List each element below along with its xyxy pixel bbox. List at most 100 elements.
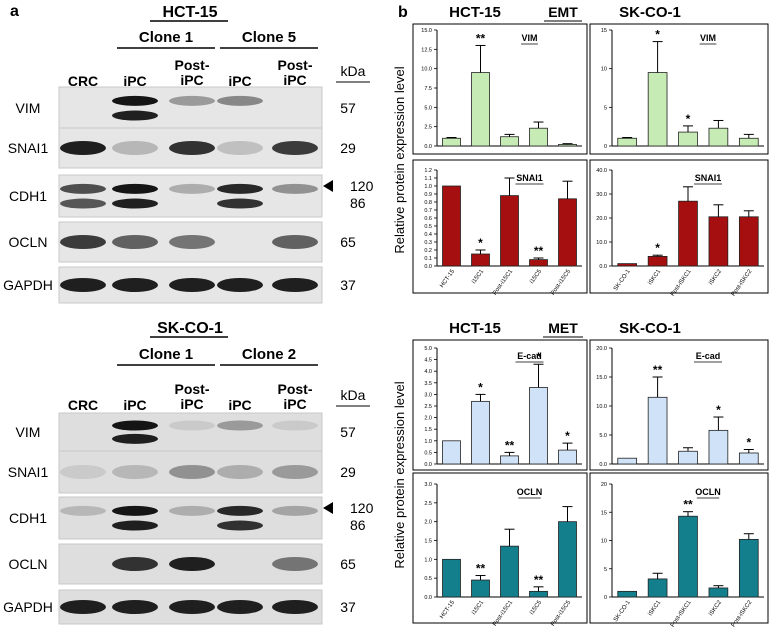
chart-frame [412, 23, 588, 155]
significance-label: * [655, 28, 660, 42]
lane-label: iPC [228, 397, 251, 413]
bar [647, 72, 668, 147]
chart-title: OCLN [695, 487, 721, 497]
protein-label: VIM [16, 100, 41, 116]
chart-frame [412, 339, 588, 471]
blot-band [112, 420, 158, 431]
section-emt: EMT [548, 4, 578, 20]
blot-title: HCT-15 [162, 4, 217, 21]
bar [678, 515, 698, 598]
blot-band [272, 278, 318, 292]
blot-row-vim: VIM 57 [16, 86, 356, 130]
y-tick-label: 0.2 [424, 248, 432, 254]
bar [500, 136, 519, 147]
bar [708, 587, 729, 598]
lane-label: Post- [278, 57, 313, 73]
panel-a-letter: a [10, 3, 19, 20]
y-tick-label: 30.0 [596, 192, 607, 198]
blot-band-lower [112, 433, 158, 444]
protein-label: CDH1 [9, 188, 47, 204]
chart-title: SNAI1 [516, 173, 543, 183]
y-tick-label: 3.0 [424, 482, 432, 488]
y-tick-label: 0 [604, 144, 607, 150]
kda-value: 86 [350, 195, 366, 211]
y-tick-label: 10.0 [596, 404, 607, 410]
lane-label: iPC [283, 396, 306, 412]
y-tick-label: 3.0 [424, 392, 432, 398]
blot-band [112, 141, 158, 155]
blot-band [217, 141, 263, 155]
y-tick-label: 1.0 [424, 439, 432, 445]
y-tick-label: 1.2 [424, 168, 432, 174]
blot-band [169, 465, 215, 479]
bar [738, 538, 759, 598]
significance-label: ** [534, 573, 544, 587]
significance-label: ** [505, 438, 515, 452]
lane-label: iPC [180, 396, 203, 412]
y-tick-label: 15 [601, 28, 607, 34]
blot-band [112, 505, 158, 516]
bar [558, 144, 577, 147]
blot-row-gapdh: GAPDH 37 [3, 589, 356, 625]
blot-band [272, 465, 318, 479]
significance-label: * [478, 236, 483, 250]
chart-e-cad-hct-15: 0.00.51.01.52.02.53.03.54.04.55.0*****E-… [412, 339, 588, 471]
clone-label: Clone 1 [139, 346, 193, 363]
blot-band [60, 600, 106, 614]
blot-band [60, 141, 106, 155]
y-tick-label: 1.0 [424, 184, 432, 190]
kda-value: 120 [350, 500, 374, 516]
blot-band-lower [112, 110, 158, 121]
kda-value: 29 [340, 140, 356, 156]
y-tick-label: 0.0 [424, 462, 432, 468]
blot-band [169, 557, 215, 571]
y-tick-label: 15.0 [596, 375, 607, 381]
protein-label: GAPDH [3, 277, 53, 293]
blot-strip [58, 496, 323, 540]
col-title-bottom: HCT-15 [449, 320, 501, 337]
blot-band-lower [112, 520, 158, 531]
chart-title: VIM [521, 33, 537, 43]
blot-band [60, 465, 106, 479]
y-tick-label: 10.0 [421, 67, 432, 73]
y-tick-label: 5.0 [424, 346, 432, 352]
y-tick-label: 2.0 [424, 416, 432, 422]
kda-value: 65 [340, 234, 356, 250]
y-tick-label: 0.0 [424, 595, 432, 601]
lane-label: iPC [228, 73, 251, 89]
bar [617, 263, 638, 267]
y-tick-label: 5 [604, 105, 607, 111]
y-tick-label: 0.0 [424, 264, 432, 270]
bar [558, 449, 577, 465]
blot-band-lower [112, 198, 158, 209]
bar [708, 216, 729, 267]
blot-strip [58, 174, 323, 218]
bar [558, 198, 577, 267]
blot-row-vim: VIM 57 [16, 412, 356, 452]
kda-value: 65 [340, 556, 356, 572]
y-tick-label: 0.5 [424, 576, 432, 582]
significance-label: * [716, 403, 721, 417]
y-tick-label: 10.0 [596, 240, 607, 246]
y-tick-label: 20.0 [596, 346, 607, 352]
y-tick-label: 1.0 [424, 557, 432, 563]
blot-band [112, 465, 158, 479]
kda-value: 57 [340, 424, 356, 440]
y-tick-label: 1.5 [424, 427, 432, 433]
clone-label: Clone 1 [139, 29, 193, 46]
chart-title: E-cad [696, 351, 721, 361]
chart-title: SNAI1 [695, 173, 722, 183]
y-tick-label: 20.0 [596, 216, 607, 222]
y-tick-label: 2.0 [424, 520, 432, 526]
bar [708, 429, 729, 465]
y-tick-label: 0.6 [424, 216, 432, 222]
y-tick-label: 12.5 [421, 47, 432, 53]
y-tick-label: 0.0 [424, 144, 432, 150]
chart-vim-hct-15: 0.0 2.5 5.0 7.5 10.0 12.5 15.0 ** VIM [412, 23, 588, 155]
protein-label: OCLN [9, 556, 48, 572]
bar [529, 259, 548, 267]
y-tick-label: 40.0 [596, 168, 607, 174]
